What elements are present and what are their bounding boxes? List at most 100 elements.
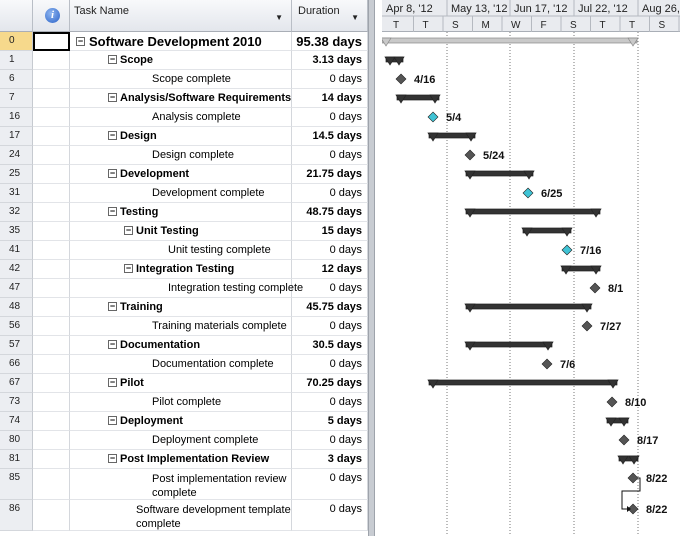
collapse-toggle-icon[interactable]: −	[108, 339, 117, 349]
task-name-cell[interactable]: − Analysis/Software Requirements	[70, 89, 292, 108]
indicator-cell[interactable]	[33, 203, 70, 222]
task-row[interactable]: 17− Design 14.5 days	[0, 127, 372, 146]
task-name-cell[interactable]: − Pilot	[70, 374, 292, 393]
collapse-toggle-icon[interactable]: −	[108, 301, 117, 311]
collapse-toggle-icon[interactable]: −	[108, 453, 117, 463]
indicator-cell[interactable]	[33, 70, 70, 89]
task-row[interactable]: 73 Pilot complete 0 days	[0, 393, 372, 412]
task-row[interactable]: 48 − Training 45.75 days	[0, 298, 372, 317]
collapse-toggle-icon[interactable]: −	[108, 92, 117, 102]
row-id-cell[interactable]: 0	[0, 32, 33, 51]
task-name-cell[interactable]: − Design	[70, 127, 292, 146]
indicator-cell[interactable]	[33, 469, 70, 500]
task-name-cell[interactable]: Software development template complete	[70, 500, 292, 531]
duration-cell[interactable]: 45.75 days	[292, 298, 368, 317]
indicator-cell[interactable]	[33, 184, 70, 203]
row-id-cell[interactable]: 48	[0, 298, 33, 317]
task-row[interactable]: 0− Software Development 2010 95.38 days	[0, 32, 372, 51]
row-id-cell[interactable]: 6	[0, 70, 33, 89]
indicator-cell[interactable]	[33, 336, 70, 355]
row-id-cell[interactable]: 81	[0, 450, 33, 469]
task-name-cell[interactable]: Development complete	[70, 184, 292, 203]
duration-cell[interactable]: 15 days	[292, 222, 368, 241]
task-row[interactable]: 67− Pilot 70.25 days	[0, 374, 372, 393]
collapse-toggle-icon[interactable]: −	[108, 415, 117, 425]
duration-cell[interactable]: 0 days	[292, 70, 368, 89]
row-id-cell[interactable]: 35	[0, 222, 33, 241]
duration-cell[interactable]: 0 days	[292, 184, 368, 203]
duration-cell[interactable]: 0 days	[292, 241, 368, 260]
row-id-cell[interactable]: 56	[0, 317, 33, 336]
row-id-cell[interactable]: 1	[0, 51, 33, 70]
row-id-cell[interactable]: 24	[0, 146, 33, 165]
duration-cell[interactable]: 3.13 days	[292, 51, 368, 70]
task-name-cell[interactable]: − Testing	[70, 203, 292, 222]
task-row[interactable]: 42− Integration Testing 12 days	[0, 260, 372, 279]
task-name-cell[interactable]: Documentation complete	[70, 355, 292, 374]
indicator-cell[interactable]	[33, 431, 70, 450]
duration-cell[interactable]: 0 days	[292, 393, 368, 412]
indicator-cell[interactable]	[33, 412, 70, 431]
collapse-toggle-icon[interactable]: −	[108, 377, 117, 387]
row-id-cell[interactable]: 74	[0, 412, 33, 431]
dropdown-arrow-icon[interactable]: ▼	[275, 13, 283, 22]
indicator-cell[interactable]	[33, 393, 70, 412]
duration-cell[interactable]: 0 days	[292, 431, 368, 450]
row-id-cell[interactable]: 67	[0, 374, 33, 393]
row-id-cell[interactable]: 85	[0, 469, 33, 500]
row-id-cell[interactable]: 32	[0, 203, 33, 222]
indicator-cell[interactable]	[33, 450, 70, 469]
row-id-cell[interactable]: 57	[0, 336, 33, 355]
task-row[interactable]: 57− Documentation 30.5 days	[0, 336, 372, 355]
task-name-cell[interactable]: − Post Implementation Review	[70, 450, 292, 469]
row-id-cell[interactable]: 31	[0, 184, 33, 203]
task-name-cell[interactable]: Pilot complete	[70, 393, 292, 412]
task-name-cell[interactable]: Training materials complete	[70, 317, 292, 336]
task-row[interactable]: 6 Scope complete 0 days	[0, 70, 372, 89]
task-row[interactable]: 1 − Scope 3.13 days	[0, 51, 372, 70]
collapse-toggle-icon[interactable]: −	[124, 263, 133, 273]
row-id-cell[interactable]: 25	[0, 165, 33, 184]
row-id-cell[interactable]: 66	[0, 355, 33, 374]
indicator-cell[interactable]	[33, 51, 70, 70]
collapse-toggle-icon[interactable]: −	[124, 225, 133, 235]
indicator-cell[interactable]	[33, 127, 70, 146]
task-name-cell[interactable]: − Unit Testing	[70, 222, 292, 241]
task-row[interactable]: 81 − Post Implementation Review 3 days	[0, 450, 372, 469]
row-id-cell[interactable]: 41	[0, 241, 33, 260]
task-row[interactable]: 74− Deployment 5 days	[0, 412, 372, 431]
row-id-cell[interactable]: 47	[0, 279, 33, 298]
task-name-cell[interactable]: Analysis complete	[70, 108, 292, 127]
task-name-cell[interactable]: Design complete	[70, 146, 292, 165]
duration-cell[interactable]: 12 days	[292, 260, 368, 279]
duration-cell[interactable]: 0 days	[292, 317, 368, 336]
task-name-cell[interactable]: − Integration Testing	[70, 260, 292, 279]
duration-cell[interactable]: 0 days	[292, 500, 368, 531]
row-id-cell[interactable]: 7	[0, 89, 33, 108]
indicator-cell[interactable]	[33, 260, 70, 279]
duration-cell[interactable]: 0 days	[292, 279, 368, 298]
task-row[interactable]: 25− Development 21.75 days	[0, 165, 372, 184]
task-row[interactable]: 56 Training materials complete 0 days	[0, 317, 372, 336]
indicator-cell[interactable]	[33, 89, 70, 108]
row-id-cell[interactable]: 73	[0, 393, 33, 412]
task-row[interactable]: 16 Analysis complete 0 days	[0, 108, 372, 127]
indicator-cell[interactable]	[33, 298, 70, 317]
duration-cell[interactable]: 0 days	[292, 108, 368, 127]
indicator-cell[interactable]	[33, 32, 70, 51]
duration-cell[interactable]: 3 days	[292, 450, 368, 469]
task-row[interactable]: 80 Deployment complete 0 days	[0, 431, 372, 450]
indicators-column-header[interactable]: i	[33, 0, 70, 32]
duration-cell[interactable]: 0 days	[292, 146, 368, 165]
indicator-cell[interactable]	[33, 374, 70, 393]
task-name-cell[interactable]: − Training	[70, 298, 292, 317]
indicator-cell[interactable]	[33, 355, 70, 374]
task-name-cell[interactable]: Integration testing complete	[70, 279, 303, 298]
task-name-cell[interactable]: − Software Development 2010	[70, 32, 292, 51]
indicator-cell[interactable]	[33, 317, 70, 336]
task-name-cell[interactable]: − Scope	[70, 51, 292, 70]
collapse-toggle-icon[interactable]: −	[108, 130, 117, 140]
row-id-cell[interactable]: 16	[0, 108, 33, 127]
task-row[interactable]: 31 Development complete 0 days	[0, 184, 372, 203]
row-id-cell[interactable]: 80	[0, 431, 33, 450]
